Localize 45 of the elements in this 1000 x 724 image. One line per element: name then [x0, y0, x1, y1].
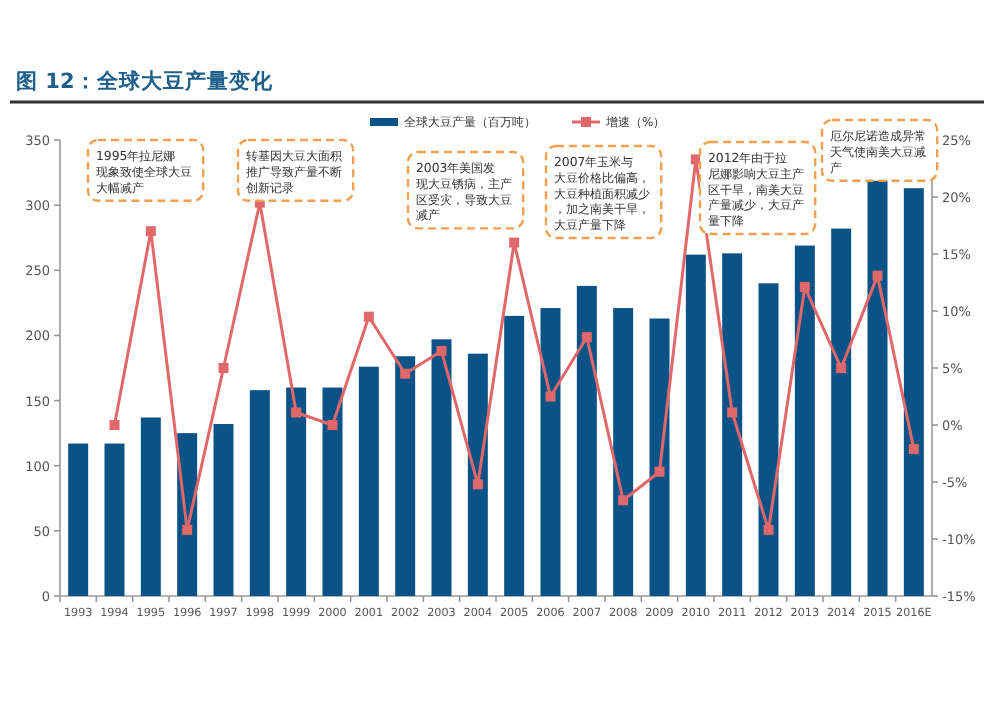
- point: [182, 524, 193, 535]
- point: [799, 282, 810, 293]
- point: [872, 270, 883, 281]
- bar: [794, 245, 815, 596]
- bar: [431, 339, 452, 596]
- bar: [649, 318, 670, 596]
- bar: [613, 308, 634, 596]
- bar: [249, 390, 270, 596]
- point: [727, 407, 738, 418]
- bar: [140, 417, 161, 596]
- bar: [322, 387, 343, 596]
- point: [763, 524, 774, 535]
- point: [145, 226, 156, 237]
- point: [472, 479, 483, 490]
- point: [327, 420, 338, 430]
- point: [218, 363, 229, 373]
- point: [363, 311, 374, 322]
- bar: [286, 387, 307, 596]
- bar: [68, 443, 89, 596]
- bar: [395, 356, 416, 596]
- bar: [540, 308, 561, 596]
- point: [109, 420, 120, 430]
- point: [545, 391, 556, 402]
- bar: [467, 353, 488, 596]
- bar: [867, 179, 888, 596]
- point: [908, 443, 919, 454]
- point: [291, 407, 302, 418]
- point: [581, 332, 592, 343]
- chart-title: 图 12：全球大豆产量变化: [16, 68, 275, 94]
- bar: [504, 315, 525, 596]
- bar: [576, 285, 597, 596]
- bar: [104, 443, 125, 596]
- bar: [358, 366, 379, 596]
- bar: [685, 254, 706, 596]
- bar: [722, 253, 743, 596]
- bar: [831, 228, 852, 596]
- point: [618, 495, 629, 506]
- point: [654, 466, 665, 477]
- point: [836, 363, 847, 373]
- point: [400, 368, 411, 379]
- bar: [213, 424, 234, 596]
- bar: [758, 283, 779, 596]
- point: [436, 345, 447, 356]
- point: [509, 237, 520, 248]
- bar: [903, 188, 924, 596]
